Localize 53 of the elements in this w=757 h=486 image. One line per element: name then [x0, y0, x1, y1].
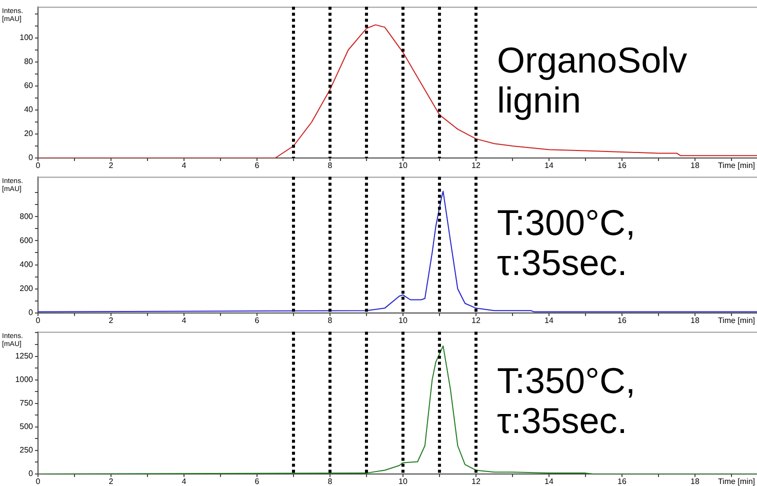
x-tick-label: 12 — [472, 477, 481, 486]
y-tick-label: 1250 — [15, 351, 34, 360]
x-tick-label: 16 — [618, 161, 627, 170]
y-tick-label: 250 — [20, 446, 34, 455]
x-tick-label: 10 — [398, 161, 408, 170]
x-tick-label: 16 — [618, 477, 627, 486]
annotation: T:300°C, τ:35sec. — [497, 202, 636, 283]
x-tick-label: 0 — [36, 161, 41, 170]
annotation: OrganoSolv lignin — [497, 39, 688, 120]
x-axis-title: Time [min] — [718, 161, 755, 170]
y-tick-label: 600 — [20, 236, 34, 245]
x-tick-label: 6 — [254, 161, 260, 170]
x-tick-label: 0 — [36, 316, 41, 326]
y-tick-label: 100 — [20, 33, 34, 42]
y-tick-label: 800 — [20, 212, 34, 221]
y-tick-label: 1000 — [15, 375, 34, 384]
x-tick-label: 4 — [182, 161, 187, 170]
x-tick-label: 8 — [328, 477, 333, 486]
x-tick-label: 12 — [472, 316, 481, 326]
y-tick-label: 200 — [20, 284, 34, 294]
x-tick-label: 8 — [328, 316, 333, 326]
y-tick-label: 40 — [24, 105, 34, 114]
x-axis-title: Time [min] — [718, 316, 755, 325]
x-tick-label: 18 — [690, 161, 700, 170]
x-tick-label: 10 — [398, 477, 408, 486]
y-tick-label: 20 — [24, 129, 34, 138]
x-tick-label: 8 — [328, 161, 333, 170]
x-tick-label: 6 — [254, 316, 260, 326]
x-tick-label: 2 — [108, 161, 114, 170]
y-tick-label: 80 — [24, 57, 34, 66]
x-tick-label: 10 — [398, 316, 408, 326]
y-tick-label: 400 — [20, 260, 34, 269]
x-tick-label: 18 — [690, 477, 700, 486]
annotation: T:350°C, τ:35sec. — [497, 360, 636, 441]
x-tick-label: 16 — [618, 316, 627, 326]
y-tick-label: 0 — [28, 308, 34, 318]
x-tick-label: 18 — [690, 316, 700, 326]
x-tick-label: 14 — [544, 161, 554, 170]
x-tick-label: 6 — [254, 477, 260, 486]
x-tick-label: 4 — [182, 477, 187, 486]
y-tick-label: 500 — [20, 422, 34, 432]
y-tick-label: 750 — [20, 398, 34, 408]
x-tick-label: 12 — [472, 161, 481, 170]
x-tick-label: 14 — [544, 316, 554, 326]
y-tick-label: 60 — [24, 81, 34, 90]
x-axis-title: Time [min] — [718, 477, 755, 486]
x-tick-label: 2 — [108, 316, 114, 326]
y-tick-label: 0 — [28, 153, 34, 162]
x-tick-label: 4 — [182, 316, 187, 326]
x-tick-label: 0 — [36, 477, 41, 486]
x-tick-label: 2 — [108, 477, 114, 486]
x-tick-label: 14 — [544, 477, 554, 486]
y-tick-label: 0 — [28, 469, 34, 478]
